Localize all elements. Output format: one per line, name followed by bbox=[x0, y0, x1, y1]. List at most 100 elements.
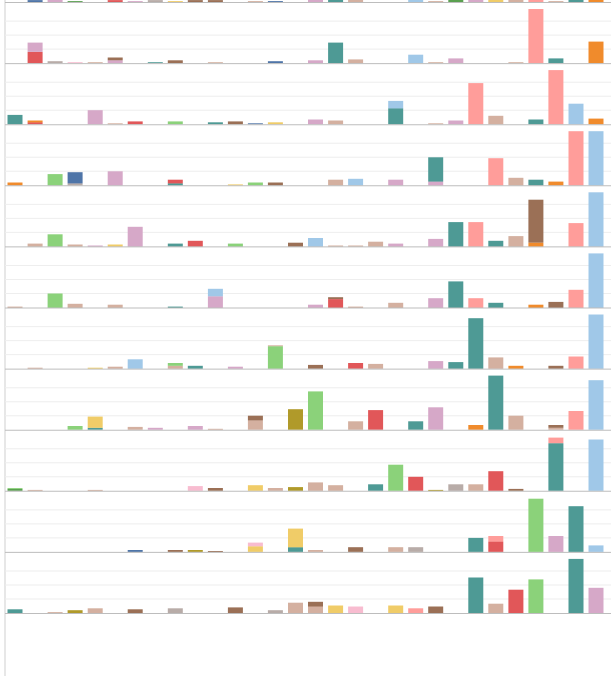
bar-p0-c26-s0 bbox=[528, 0, 544, 2]
bar-p10-c11-s0 bbox=[227, 607, 243, 613]
bar-p6-c25-s0 bbox=[508, 365, 524, 369]
bar-p4-c28-s0 bbox=[568, 223, 584, 247]
bar-p8-c0-s1 bbox=[7, 488, 23, 489]
bar-p10-c15-s1 bbox=[308, 601, 323, 607]
bar-p10-c26-s0 bbox=[528, 579, 544, 613]
bar-p1-c7-s0 bbox=[147, 62, 163, 64]
panel-3 bbox=[5, 131, 611, 187]
bar-p3-c3-s0 bbox=[67, 183, 83, 186]
bar-p8-c15-s0 bbox=[308, 482, 323, 491]
bar-p8-c29-s0 bbox=[588, 439, 604, 491]
bar-p6-c8-s0 bbox=[167, 365, 183, 369]
bar-p8-c20-s0 bbox=[408, 476, 424, 491]
bar-p8-c18-s0 bbox=[368, 484, 384, 491]
bar-p6-c24-s0 bbox=[488, 357, 504, 369]
bar-p1-c15-s0 bbox=[308, 60, 323, 64]
bar-p4-c15-s0 bbox=[308, 238, 323, 247]
bar-p6-c6-s0 bbox=[127, 359, 143, 369]
bar-p6-c9-s0 bbox=[187, 365, 203, 369]
bar-p3-c24-s0 bbox=[488, 158, 504, 186]
bar-p10-c13-s0 bbox=[267, 610, 283, 613]
bar-p7-c23-s0 bbox=[468, 425, 484, 430]
bar-p5-c27-s0 bbox=[548, 301, 564, 308]
bar-p9-c17-s0 bbox=[348, 547, 364, 552]
bar-p1-c16-s0 bbox=[328, 42, 344, 64]
bar-p1-c1-s0 bbox=[27, 51, 43, 64]
bar-p9-c14-s1 bbox=[288, 528, 303, 548]
bar-p6-c21-s0 bbox=[428, 361, 444, 369]
bar-p6-c29-s0 bbox=[588, 314, 604, 369]
bar-p9-c20-s0 bbox=[408, 547, 424, 552]
bar-p9-c6-s0 bbox=[127, 550, 143, 552]
bar-p5-c3-s0 bbox=[67, 303, 83, 308]
bar-p9-c12-s0 bbox=[247, 546, 263, 552]
panel-10 bbox=[5, 558, 611, 614]
bar-p8-c14-s0 bbox=[288, 487, 303, 491]
bar-p8-c21-s0 bbox=[428, 489, 444, 491]
bar-p3-c27-s0 bbox=[548, 181, 564, 186]
bar-p9-c24-s1 bbox=[488, 536, 504, 542]
bar-p6-c5-s0 bbox=[107, 366, 123, 369]
bar-p4-c22-s0 bbox=[448, 222, 464, 247]
bar-p7-c6-s0 bbox=[127, 426, 143, 430]
bar-p7-c3-s0 bbox=[67, 426, 83, 430]
bar-p4-c5-s0 bbox=[107, 244, 123, 247]
bar-p8-c1-s0 bbox=[27, 489, 43, 491]
bar-p8-c19-s0 bbox=[388, 464, 404, 491]
bar-p2-c21-s0 bbox=[428, 123, 444, 125]
bar-p1-c27-s0 bbox=[548, 58, 564, 64]
bar-p5-c10-s0 bbox=[207, 296, 223, 308]
bar-p1-c1-s1 bbox=[27, 42, 43, 52]
bar-p7-c20-s0 bbox=[408, 421, 424, 430]
bar-p6-c18-s0 bbox=[368, 363, 384, 369]
bar-p5-c2-s0 bbox=[47, 293, 63, 308]
bar-p8-c9-s0 bbox=[187, 486, 203, 491]
bar-p0-c9-s0 bbox=[187, 0, 203, 2]
bar-p3-c26-s0 bbox=[528, 179, 544, 186]
bar-p1-c5-s1 bbox=[107, 57, 123, 61]
bar-p9-c29-s0 bbox=[588, 545, 604, 552]
bar-p7-c12-s1 bbox=[247, 415, 263, 421]
bar-p5-c17-s0 bbox=[348, 306, 364, 308]
bar-p8-c12-s0 bbox=[247, 485, 263, 491]
bar-p1-c21-s0 bbox=[428, 62, 444, 64]
bar-p1-c3-s0 bbox=[67, 62, 83, 64]
bar-p0-c29-s0 bbox=[588, 0, 604, 2]
bar-p4-c14-s0 bbox=[288, 242, 303, 247]
bar-p9-c15-s0 bbox=[308, 550, 323, 552]
bar-p0-c22-s0 bbox=[448, 0, 464, 2]
bar-p2-c23-s0 bbox=[468, 83, 484, 125]
bar-p6-c13-s1 bbox=[267, 345, 283, 347]
bar-p0-c17-s0 bbox=[348, 0, 364, 2]
bar-p10-c20-s0 bbox=[408, 608, 424, 613]
bar-p5-c29-s0 bbox=[588, 253, 604, 308]
panel-1 bbox=[5, 9, 611, 65]
bar-p7-c17-s0 bbox=[348, 421, 364, 430]
bar-p0-c7-s0 bbox=[147, 0, 163, 2]
bar-p3-c3-s1 bbox=[67, 172, 83, 184]
bar-p3-c16-s0 bbox=[328, 179, 344, 186]
bar-p0-c8-s0 bbox=[167, 1, 183, 2]
bar-p6-c15-s0 bbox=[308, 364, 323, 369]
bar-p5-c28-s0 bbox=[568, 289, 584, 308]
bar-p1-c22-s0 bbox=[448, 58, 464, 64]
bar-p2-c15-s0 bbox=[308, 119, 323, 125]
bar-p2-c1-s1 bbox=[27, 120, 43, 123]
bar-p6-c28-s0 bbox=[568, 356, 584, 369]
bar-p7-c25-s0 bbox=[508, 415, 524, 430]
bar-p3-c8-s1 bbox=[167, 179, 183, 184]
bar-p7-c9-s0 bbox=[187, 426, 203, 430]
bar-p4-c17-s0 bbox=[348, 245, 364, 247]
bar-p2-c11-s0 bbox=[227, 121, 243, 125]
bar-p8-c16-s0 bbox=[328, 485, 344, 491]
panel-8 bbox=[5, 437, 611, 492]
bar-p7-c4-s1 bbox=[87, 416, 103, 428]
bar-p7-c24-s0 bbox=[488, 375, 504, 430]
bar-p3-c21-s0 bbox=[428, 181, 444, 186]
bar-p2-c22-s0 bbox=[448, 120, 464, 125]
bar-p9-c26-s0 bbox=[528, 498, 544, 552]
bar-p10-c3-s0 bbox=[67, 610, 83, 613]
bar-p3-c8-s0 bbox=[167, 183, 183, 186]
bar-p6-c22-s0 bbox=[448, 362, 464, 369]
